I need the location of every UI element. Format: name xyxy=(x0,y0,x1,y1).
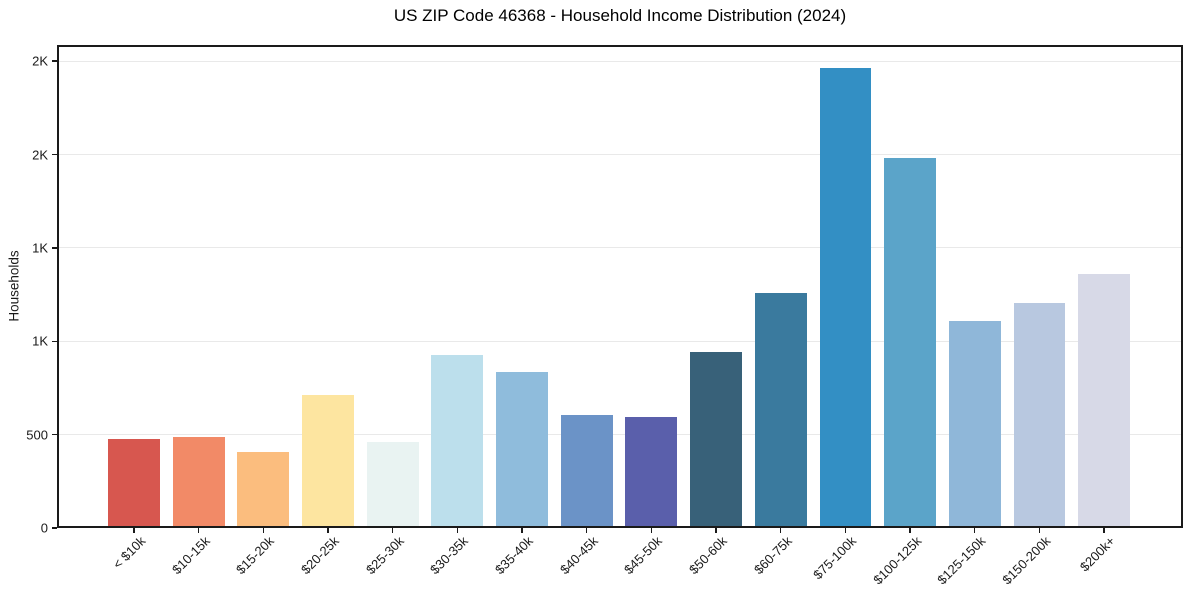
y-tick-mark xyxy=(52,247,57,249)
y-tick-label: 1K xyxy=(32,240,48,256)
bar xyxy=(302,394,354,528)
bar xyxy=(237,451,290,528)
x-tick-mark xyxy=(521,528,523,533)
y-tick-mark xyxy=(52,60,57,62)
x-tick-mark xyxy=(391,528,394,533)
bar xyxy=(1078,273,1130,528)
x-tick-mark xyxy=(909,528,911,533)
gridline xyxy=(57,247,1183,249)
bar xyxy=(754,292,807,528)
x-tick-label: $10-15k xyxy=(168,533,213,578)
bars-layer xyxy=(57,45,1183,528)
bar xyxy=(108,438,160,528)
x-tick-mark xyxy=(456,528,459,533)
bar xyxy=(690,352,742,528)
gridline xyxy=(57,434,1183,436)
x-tick-label: $15-20k xyxy=(233,533,278,578)
bar xyxy=(172,436,225,528)
x-tick-mark xyxy=(327,528,329,533)
bar xyxy=(366,441,419,528)
bar xyxy=(884,158,936,528)
x-tick-mark xyxy=(1038,528,1041,533)
x-tick-mark xyxy=(262,528,265,533)
bar xyxy=(625,416,678,528)
gridline xyxy=(57,340,1183,342)
x-tick-mark xyxy=(585,528,588,533)
x-tick-label: $150-200k xyxy=(999,533,1054,588)
x-tick-mark xyxy=(844,528,847,533)
y-tick-mark xyxy=(52,153,57,156)
x-tick-label: $50-60k xyxy=(686,533,730,578)
x-tick-label: $100-125k xyxy=(869,533,924,588)
y-tick-label: 2K xyxy=(32,147,48,163)
chart-title: US ZIP Code 46368 - Household Income Dis… xyxy=(393,6,847,25)
bar xyxy=(431,354,484,528)
bar xyxy=(819,67,872,528)
x-tick-label: $125-150k xyxy=(934,533,989,588)
y-tick-label: 0 xyxy=(40,520,48,536)
y-tick-mark xyxy=(52,433,57,436)
x-tick-label: $40-45k xyxy=(556,533,601,578)
x-tick-label: $45-50k xyxy=(621,533,666,578)
x-tick-label: < $10k xyxy=(109,533,148,572)
left-spine xyxy=(57,45,59,528)
x-tick-mark xyxy=(133,528,135,533)
right-spine xyxy=(1181,45,1183,528)
x-tick-mark xyxy=(779,528,782,533)
x-tick-label: $25-30k xyxy=(362,533,407,578)
y-tick-label: 500 xyxy=(26,427,48,443)
gridline xyxy=(57,154,1183,156)
plot-area xyxy=(57,45,1183,528)
x-tick-label: $35-40k xyxy=(492,533,536,578)
y-tick-mark xyxy=(52,527,57,529)
bar xyxy=(560,415,613,528)
bar xyxy=(948,320,1001,528)
x-tick-mark xyxy=(650,528,653,533)
x-tick-label: $75-100k xyxy=(810,533,860,583)
grid-layer xyxy=(57,45,1183,528)
axes-spines xyxy=(57,45,1183,528)
x-tick-mark xyxy=(973,528,976,533)
x-tick-label: $200k+ xyxy=(1076,533,1119,575)
gridline xyxy=(57,60,1183,62)
x-tick-label: $60-75k xyxy=(750,533,795,578)
y-tick-mark xyxy=(52,340,57,343)
y-tick-label: 1K xyxy=(32,333,48,349)
bar xyxy=(1013,303,1066,528)
x-tick-mark xyxy=(197,528,200,533)
bottom-spine xyxy=(57,526,1183,528)
y-tick-label: 2K xyxy=(32,53,48,69)
x-tick-label: $20-25k xyxy=(298,533,342,578)
x-tick-mark xyxy=(715,528,717,533)
x-tick-label: $30-35k xyxy=(427,533,472,578)
y-axis-title: Households xyxy=(6,250,22,322)
bar xyxy=(496,371,548,528)
top-spine xyxy=(57,45,1183,47)
x-tick-mark xyxy=(1103,528,1105,533)
